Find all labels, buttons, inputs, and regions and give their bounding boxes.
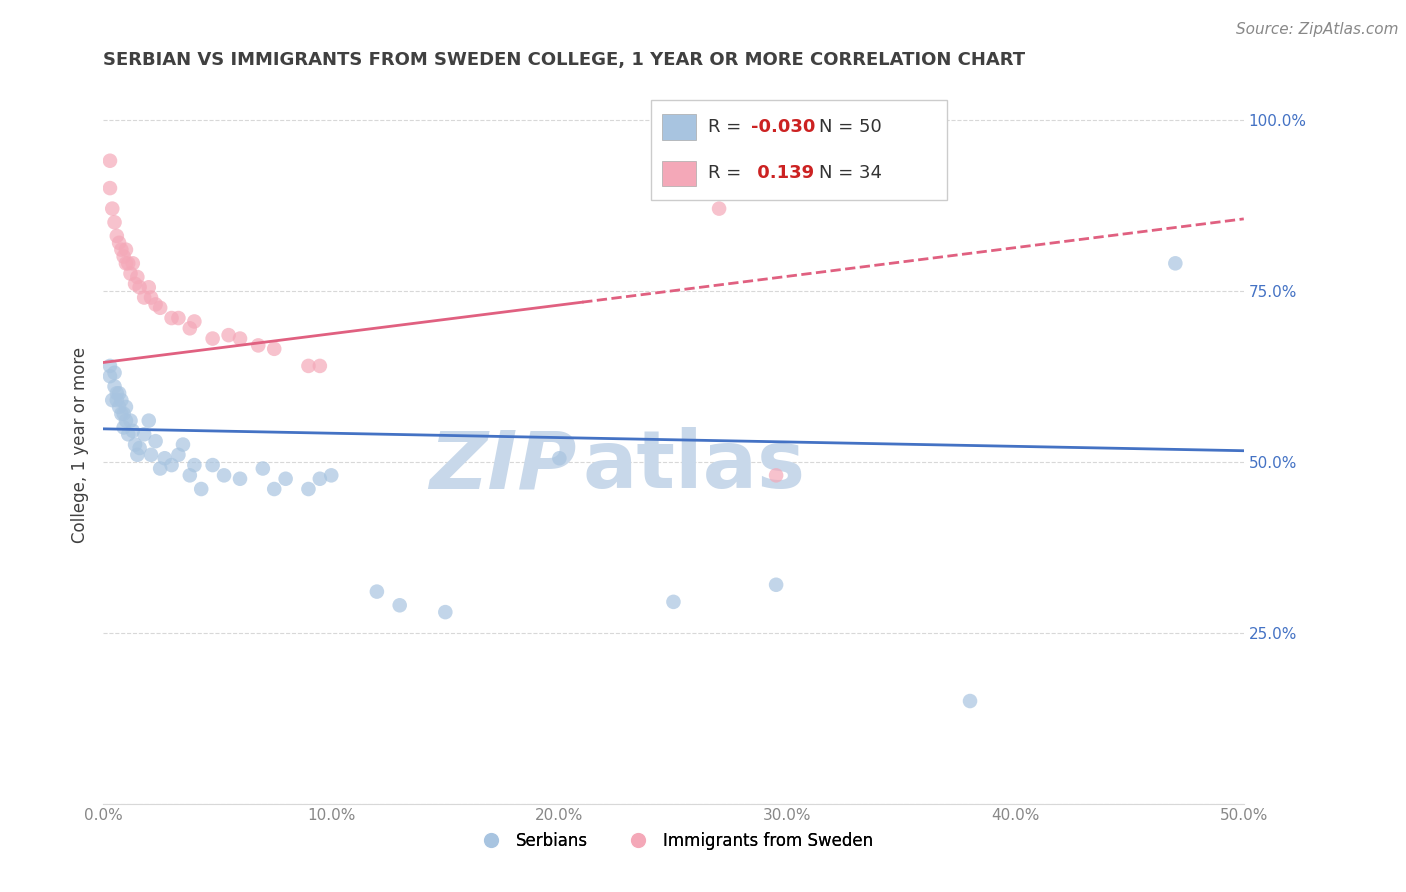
Point [134, 427, 156, 442]
Point [297, 482, 319, 496]
Point [201, 458, 224, 472]
Point [662, 595, 685, 609]
Point [297, 359, 319, 373]
Point [145, 434, 167, 449]
Point [110, 393, 132, 408]
Point [138, 414, 160, 428]
Point [145, 297, 167, 311]
Point [247, 338, 270, 352]
Point [108, 235, 131, 250]
Point [548, 451, 571, 466]
Text: atlas: atlas [582, 427, 806, 505]
Point [252, 461, 274, 475]
Point [167, 311, 190, 326]
Point [105, 386, 128, 401]
Point [183, 458, 205, 472]
Point [115, 414, 138, 428]
Point [110, 407, 132, 421]
Point [308, 472, 330, 486]
Text: Source: ZipAtlas.com: Source: ZipAtlas.com [1236, 22, 1399, 37]
Text: R =: R = [707, 118, 747, 136]
Point [105, 393, 128, 408]
Point [959, 694, 981, 708]
Text: ZIP: ZIP [429, 427, 576, 505]
Point [263, 342, 285, 356]
Point [112, 407, 135, 421]
Point [139, 448, 162, 462]
FancyBboxPatch shape [651, 100, 948, 201]
Point [229, 472, 252, 486]
Point [434, 605, 457, 619]
Bar [662, 161, 696, 186]
Point [179, 321, 201, 335]
Point [112, 420, 135, 434]
Point [124, 277, 146, 291]
Point [108, 386, 131, 401]
Text: -0.030: -0.030 [751, 118, 815, 136]
Text: 0.139: 0.139 [751, 164, 814, 182]
Point [115, 256, 138, 270]
Legend: Serbians, Immigrants from Sweden: Serbians, Immigrants from Sweden [467, 825, 880, 856]
Point [201, 332, 224, 346]
Point [149, 301, 172, 315]
Text: N = 34: N = 34 [820, 164, 883, 182]
Point [117, 256, 139, 270]
Point [124, 437, 146, 451]
Point [127, 270, 149, 285]
Point [120, 414, 142, 428]
Text: N = 50: N = 50 [820, 118, 882, 136]
Point [117, 427, 139, 442]
Point [108, 400, 131, 414]
Point [183, 314, 205, 328]
Point [101, 393, 124, 408]
Point [121, 256, 143, 270]
Point [115, 243, 138, 257]
Point [103, 379, 125, 393]
Point [366, 584, 388, 599]
Point [160, 311, 183, 326]
Point [120, 267, 142, 281]
Point [179, 468, 201, 483]
Point [98, 181, 121, 195]
Point [138, 280, 160, 294]
Point [98, 369, 121, 384]
Text: SERBIAN VS IMMIGRANTS FROM SWEDEN COLLEGE, 1 YEAR OR MORE CORRELATION CHART: SERBIAN VS IMMIGRANTS FROM SWEDEN COLLEG… [103, 51, 1025, 69]
Point [321, 468, 343, 483]
Point [172, 437, 194, 451]
Point [263, 482, 285, 496]
Point [765, 468, 787, 483]
Point [128, 441, 150, 455]
Point [112, 250, 135, 264]
Point [110, 243, 132, 257]
Point [388, 599, 411, 613]
Point [128, 280, 150, 294]
Point [212, 468, 235, 483]
Y-axis label: College, 1 year or more: College, 1 year or more [72, 346, 89, 542]
Point [105, 229, 128, 244]
Point [218, 328, 240, 343]
Point [167, 448, 190, 462]
Point [190, 482, 212, 496]
Point [1164, 256, 1187, 270]
Point [160, 458, 183, 472]
Point [139, 291, 162, 305]
Point [153, 451, 176, 466]
Point [274, 472, 297, 486]
Point [127, 448, 149, 462]
Point [121, 424, 143, 438]
Point [149, 461, 172, 475]
Point [115, 400, 138, 414]
Bar [662, 114, 696, 139]
Text: R =: R = [707, 164, 747, 182]
Point [134, 291, 156, 305]
Point [707, 202, 730, 216]
Point [103, 366, 125, 380]
Point [101, 202, 124, 216]
Point [98, 359, 121, 373]
Point [765, 578, 787, 592]
Point [308, 359, 330, 373]
Point [103, 215, 125, 229]
Point [98, 153, 121, 168]
Point [229, 332, 252, 346]
